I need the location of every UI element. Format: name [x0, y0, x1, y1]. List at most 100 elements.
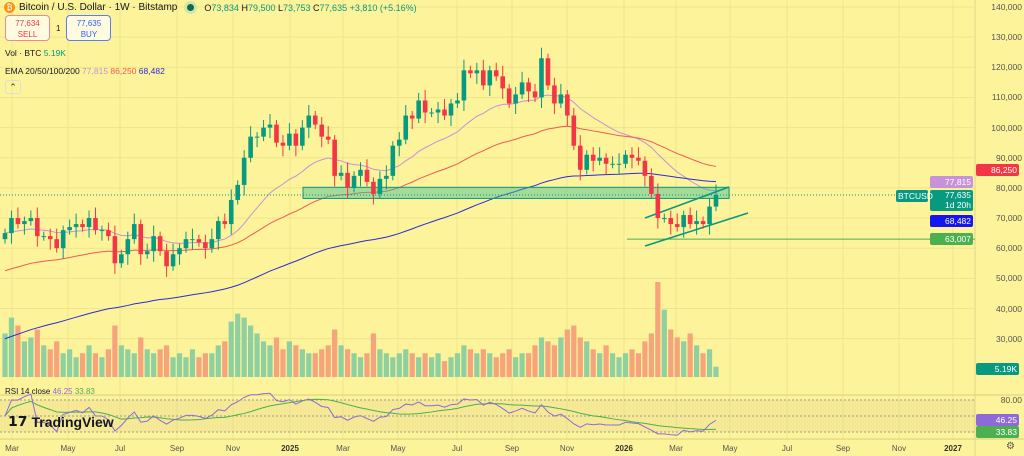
- candle: [403, 115, 409, 140]
- volume-bar: [467, 349, 473, 377]
- volume-bar: [506, 349, 512, 377]
- volume-bar: [222, 341, 228, 377]
- volume-bar: [235, 313, 241, 377]
- volume-bar: [603, 345, 609, 377]
- candle: [642, 160, 648, 176]
- volume-bar: [112, 325, 118, 377]
- symbol-title[interactable]: Bitcoin / U.S. Dollar · 1W · Bitstamp: [19, 2, 178, 13]
- volume-bar: [125, 349, 131, 377]
- price-axis-label: 140,000: [991, 2, 1022, 12]
- volume-bar: [189, 349, 196, 377]
- candle: [552, 85, 557, 104]
- candle: [571, 115, 577, 146]
- price-axis-label: 120,000: [991, 62, 1022, 73]
- candle: [461, 70, 467, 101]
- volume-bar: [138, 337, 144, 377]
- candle: [545, 58, 551, 86]
- candle: [183, 239, 189, 249]
- volume-bar: [409, 353, 415, 377]
- rsi-ma-tag: 33.83: [976, 426, 1019, 438]
- trade-buttons: 77,634 SELL 1 77,635 BUY: [5, 15, 112, 41]
- volume-bar: [532, 345, 538, 377]
- ema20-price-tag: 77,815: [930, 176, 973, 188]
- candle: [448, 103, 454, 116]
- volume-bar: [105, 349, 112, 377]
- candle: [287, 133, 292, 146]
- price-axis-label: 70,000: [996, 213, 1022, 224]
- volume-bar: [597, 353, 603, 377]
- buy-button[interactable]: 77,635 BUY: [66, 15, 112, 41]
- time-axis-label: May: [722, 444, 738, 453]
- time-axis-label: Jul: [451, 444, 463, 453]
- volume-bar: [260, 341, 267, 377]
- volume-bar: [15, 325, 21, 377]
- volume-bar: [500, 353, 506, 377]
- ema-legend[interactable]: EMA 20/50/100/200 77,815 86,250 68,482: [5, 66, 165, 76]
- candle: [565, 94, 570, 116]
- volume-bar: [2, 333, 8, 377]
- settings-icon[interactable]: ⚙: [1006, 441, 1015, 452]
- volume-bar: [144, 349, 150, 377]
- sell-button[interactable]: 77,634 SELL: [5, 15, 50, 41]
- volume-bar: [151, 353, 157, 377]
- candle: [526, 82, 531, 92]
- candle: [700, 221, 706, 225]
- candle: [668, 218, 674, 225]
- rsi-legend[interactable]: RSI 14 close 46.25 33.83: [5, 387, 95, 396]
- volume-bar: [338, 345, 344, 377]
- volume-legend[interactable]: Vol · BTC 5.19K: [5, 48, 66, 58]
- symbol-tag: BTCUSD: [896, 190, 933, 202]
- volume-bar: [525, 353, 532, 377]
- price-axis-label: 130,000: [991, 32, 1022, 43]
- volume-bar: [170, 357, 176, 377]
- volume-bar: [390, 357, 396, 377]
- candle: [125, 239, 131, 255]
- candle: [390, 145, 396, 176]
- volume-bar: [8, 317, 15, 377]
- candle: [35, 218, 40, 237]
- candle: [106, 230, 111, 237]
- volume-bar: [357, 357, 364, 377]
- rsi-line: [4, 392, 717, 436]
- candle: [487, 70, 493, 86]
- volume-bar: [254, 333, 260, 377]
- volume-bar: [687, 333, 693, 377]
- time-axis-label: Jul: [781, 444, 793, 453]
- ema-50-line: [4, 125, 717, 272]
- candle: [196, 239, 202, 243]
- candle: [267, 124, 273, 128]
- price-axis-label: 50,000: [996, 273, 1022, 284]
- rsi-axis-label: 80.00: [1000, 395, 1022, 405]
- candle: [119, 254, 124, 264]
- collapse-legend-button[interactable]: ⌃: [5, 80, 21, 94]
- volume-bar: [487, 353, 493, 377]
- volume-bar: [370, 333, 377, 377]
- volume-bar: [157, 349, 163, 377]
- price-axis-label: 40,000: [996, 303, 1022, 314]
- volume-bar: [590, 349, 596, 377]
- volume-bar: [344, 349, 351, 377]
- candle: [384, 175, 389, 179]
- volume-bar: [422, 353, 428, 377]
- volume-bar: [377, 349, 383, 377]
- volume-bar: [635, 353, 642, 377]
- candle: [332, 139, 337, 176]
- candle: [170, 254, 176, 267]
- volume-bar: [306, 353, 312, 377]
- candle: [681, 215, 686, 228]
- volume-bar: [79, 353, 86, 377]
- volume-bar: [674, 337, 680, 377]
- volume-bar: [564, 329, 570, 377]
- time-axis-label: 2026: [615, 444, 633, 453]
- spread: 1: [56, 23, 61, 33]
- candle: [99, 230, 105, 232]
- time-axis-label: Sep: [835, 444, 851, 453]
- volume-bar: [545, 341, 551, 377]
- candle: [138, 224, 144, 255]
- symbol-legend: ₿ Bitcoin / U.S. Dollar · 1W · Bitstamp …: [4, 2, 417, 13]
- candle: [86, 218, 92, 228]
- time-axis-label: Jul: [114, 444, 126, 453]
- volume-bar: [312, 353, 318, 377]
- volume-bar: [273, 337, 280, 377]
